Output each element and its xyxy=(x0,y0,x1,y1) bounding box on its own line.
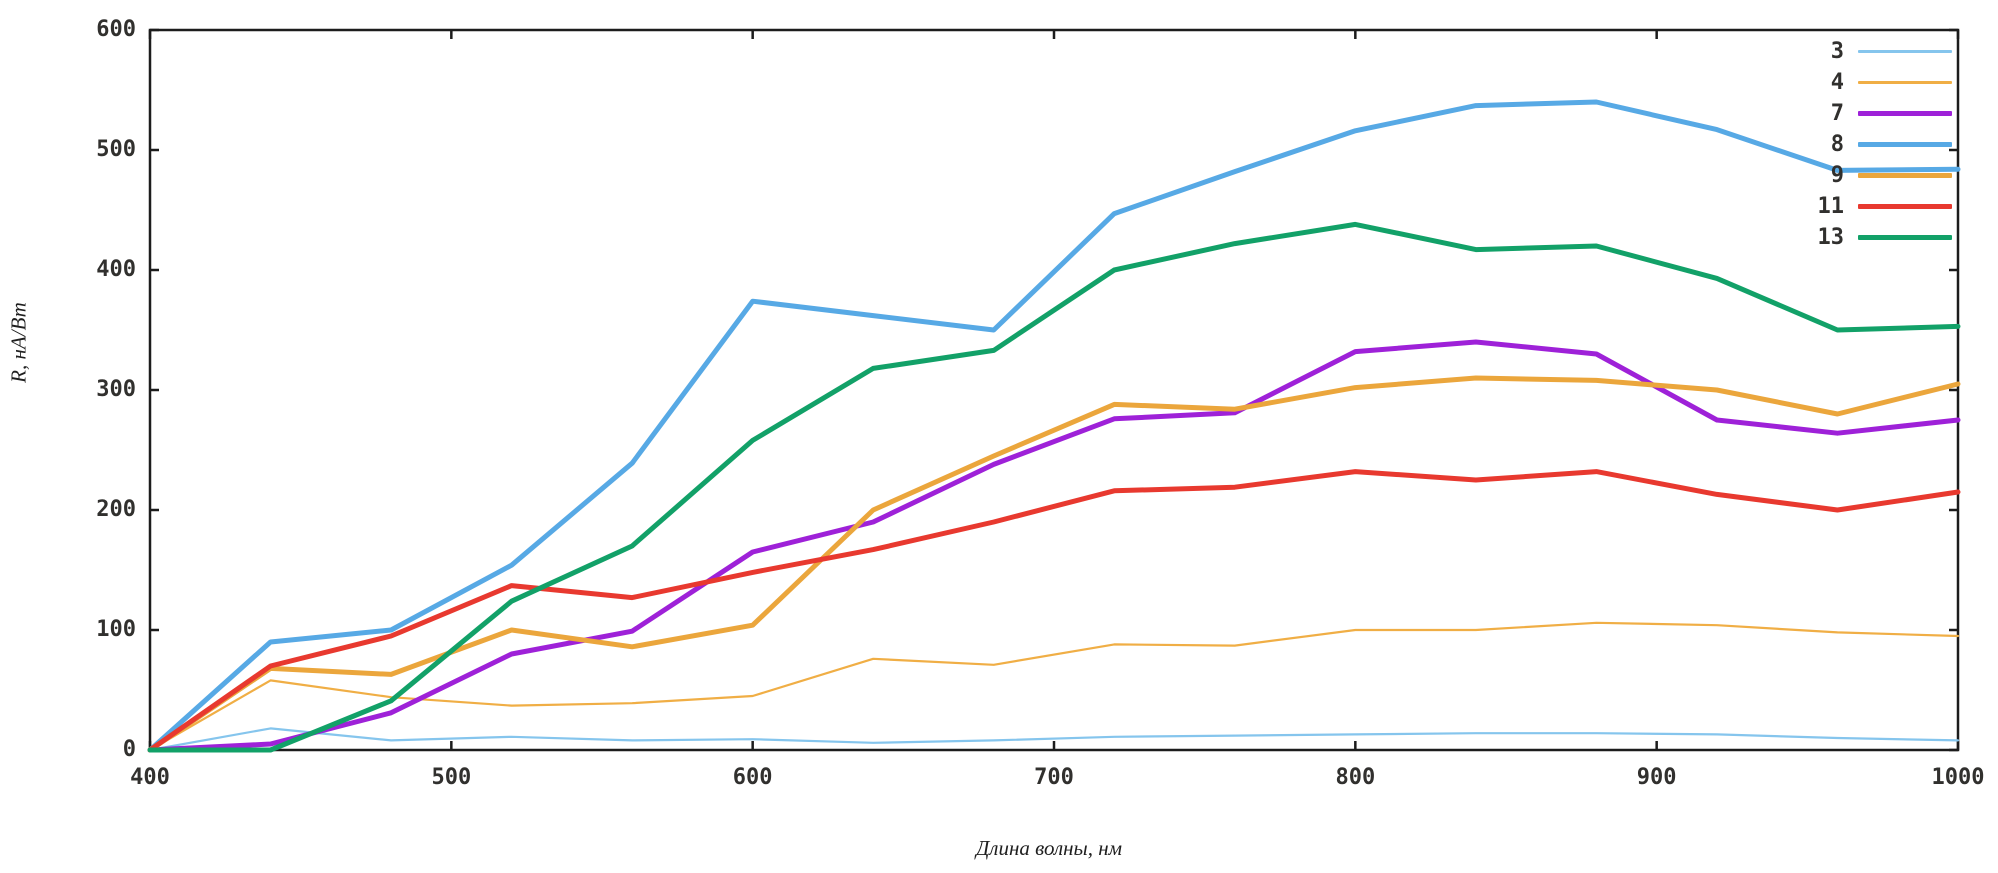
y-tick-label-100: 100 xyxy=(96,617,136,642)
legend-entry-4: 4 xyxy=(1818,67,1952,98)
legend-entry-11: 11 xyxy=(1817,191,1952,222)
legend-line-sample xyxy=(1858,173,1952,178)
y-tick-label-500: 500 xyxy=(96,137,136,162)
legend-line-sample xyxy=(1858,81,1952,84)
series-line-13 xyxy=(147,221,1961,753)
legend-line-sample xyxy=(1858,50,1952,53)
legend-label: 13 xyxy=(1817,225,1845,250)
legend: 3 4 7 8 9 11 13 xyxy=(1817,36,1952,253)
legend-entry-3: 3 xyxy=(1818,36,1952,67)
legend-line-sample xyxy=(1858,142,1952,147)
axis-ticks xyxy=(148,28,1960,752)
legend-entry-7: 7 xyxy=(1818,98,1952,129)
y-tick-label-400: 400 xyxy=(96,257,136,282)
series-line-9 xyxy=(147,375,1961,753)
legend-label: 4 xyxy=(1830,70,1844,95)
y-tick-label-300: 300 xyxy=(96,377,136,402)
legend-line-sample xyxy=(1858,235,1952,240)
legend-line-sample xyxy=(1858,111,1952,116)
x-tick-label-400: 400 xyxy=(130,765,170,790)
y-tick-label-600: 600 xyxy=(96,17,136,42)
legend-entry-8: 8 xyxy=(1818,129,1952,160)
x-axis-title: Длина волны, нм xyxy=(975,836,1123,860)
series-line-3 xyxy=(148,727,1960,752)
y-tick-label-200: 200 xyxy=(96,497,136,522)
legend-line-sample xyxy=(1858,204,1952,209)
series-line-11 xyxy=(147,469,1961,753)
legend-entry-13: 13 xyxy=(1817,222,1952,253)
y-axis-title: R, нА/Вт xyxy=(6,302,31,383)
x-tick-label-900: 900 xyxy=(1636,765,1677,790)
legend-label: 8 xyxy=(1830,132,1844,157)
x-tick-label-700: 700 xyxy=(1034,765,1074,790)
legend-label: 11 xyxy=(1817,194,1845,219)
legend-label: 7 xyxy=(1830,101,1844,126)
x-tick-label-600: 600 xyxy=(732,765,773,790)
series-line-7 xyxy=(147,339,1961,753)
legend-entry-9: 9 xyxy=(1818,160,1952,191)
legend-label: 9 xyxy=(1830,163,1844,188)
series-line-8 xyxy=(147,99,1961,753)
legend-label: 3 xyxy=(1830,39,1844,64)
x-tick-label-1000: 1000 xyxy=(1931,765,1985,790)
x-tick-label-800: 800 xyxy=(1335,765,1376,790)
y-tick-label-0: 0 xyxy=(122,737,136,762)
series-line-4 xyxy=(148,621,1960,752)
x-tick-label-500: 500 xyxy=(431,765,472,790)
